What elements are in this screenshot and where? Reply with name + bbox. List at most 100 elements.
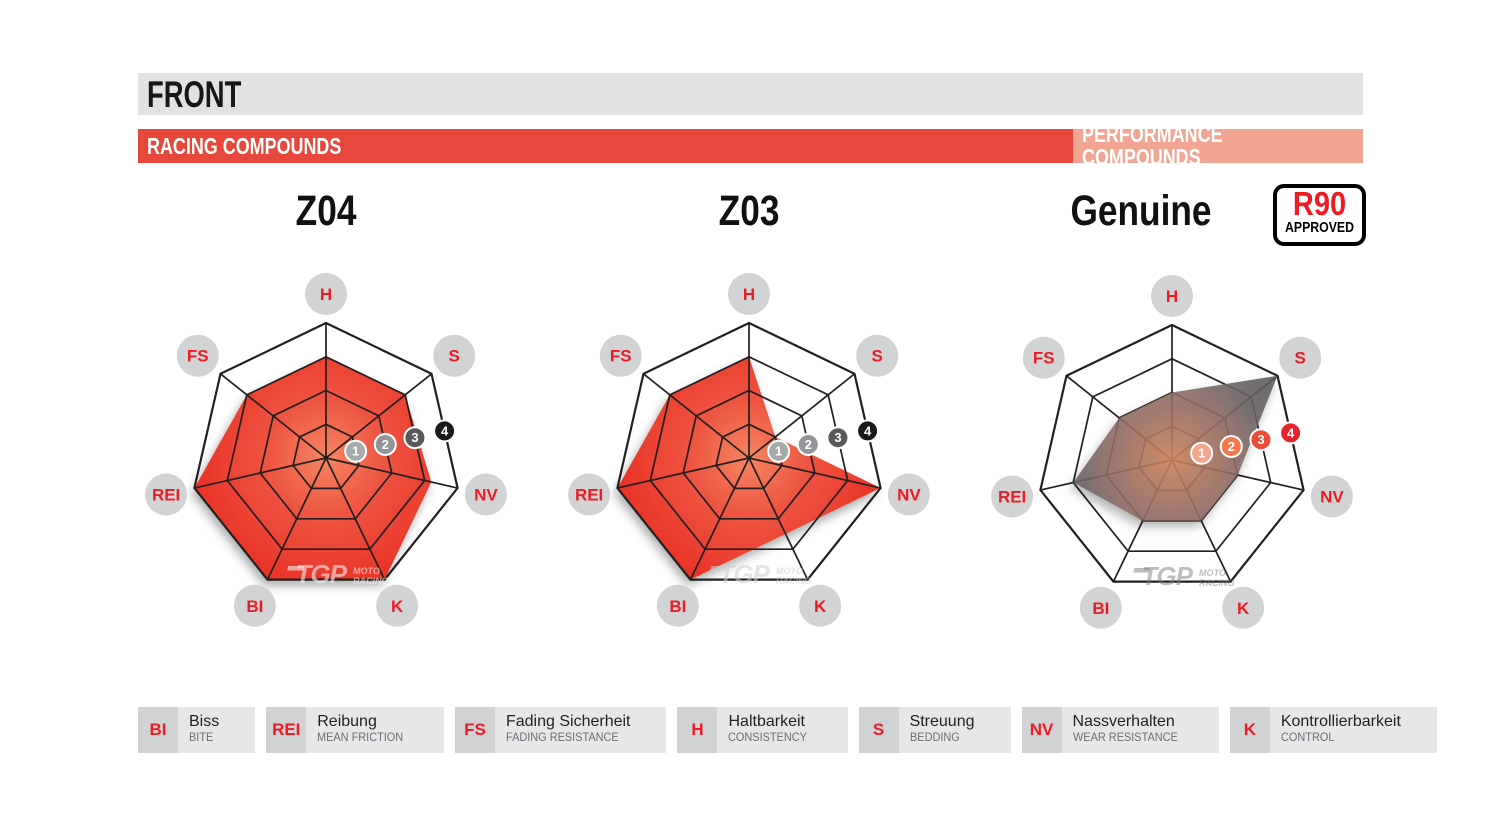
compound-group-bar: RACING COMPOUNDS PERFORMANCE COMPOUNDS — [138, 123, 1363, 169]
compound-title-genuine: Genuine — [1070, 187, 1212, 235]
grid-ring-4 — [1039, 323, 1305, 583]
axis-label-K-circle — [376, 584, 419, 627]
axis-label-S-circle — [1279, 336, 1322, 379]
legend-term-german: Fading Sicherheit — [505, 713, 631, 730]
axis-label-REI: REI — [575, 485, 603, 504]
axis-spoke-K — [748, 457, 809, 580]
axis-label-FS-circle — [1022, 336, 1065, 379]
legend-term-english: FADING RESISTANCE — [505, 732, 619, 744]
legend-abbr: REI — [266, 707, 307, 753]
axis-label-NV-circle — [464, 473, 507, 516]
legend-desc: Fading Sicherheit FADING RESISTANCE — [494, 707, 667, 753]
axis-label-H-circle — [728, 273, 770, 315]
scale-badge-label-1: 1 — [775, 444, 782, 459]
legend-abbr: H — [677, 707, 718, 753]
legend-abbr: BI — [138, 707, 178, 753]
racing-compounds-label: RACING COMPOUNDS — [147, 132, 342, 159]
legend-abbr: FS — [454, 707, 495, 753]
legend-term-german: Streuung — [909, 713, 975, 730]
axis-spoke-S — [748, 373, 856, 459]
axis-legend: BI Biss BITE REI Reibung MEAN FRICTION F… — [138, 707, 1437, 753]
tgp-logo-text: TGP — [719, 559, 771, 589]
legend-term-german: Reibung — [317, 713, 377, 730]
axis-label-K-circle — [1222, 586, 1265, 629]
legend-abbr: NV — [1021, 707, 1062, 753]
axis-label-H: H — [320, 285, 332, 304]
legend-term-english: WEAR RESISTANCE — [1072, 732, 1178, 744]
performance-compounds-section: PERFORMANCE COMPOUNDS — [1073, 123, 1363, 169]
scale-badge-1 — [344, 439, 368, 463]
axis-label-REI: REI — [998, 487, 1026, 506]
legend-term-english: CONTROL — [1280, 732, 1335, 744]
tgp-logo-text: TGP — [1142, 561, 1194, 591]
tgp-logo-dash — [1133, 568, 1151, 573]
radar-fill-z03 — [617, 356, 881, 580]
axis-label-BI-circle — [656, 584, 699, 627]
scale-badge-label-3: 3 — [1257, 432, 1264, 447]
scale-badge-3 — [403, 426, 427, 450]
scale-badge-4 — [1279, 421, 1303, 445]
legend-item-fs: FS Fading Sicherheit FADING RESISTANCE — [454, 707, 667, 753]
axis-label-K: K — [391, 597, 404, 616]
legend-desc: Haltbarkeit CONSISTENCY — [717, 707, 848, 753]
axis-label-NV: NV — [897, 485, 921, 504]
legend-item-nv: NV Nassverhalten WEAR RESISTANCE — [1021, 707, 1219, 753]
watermark-racing: RACING — [1199, 578, 1235, 588]
axis-label-S: S — [1295, 349, 1306, 368]
legend-item-rei: REI Reibung MEAN FRICTION — [266, 707, 444, 753]
scale-badge-label-2: 2 — [1228, 439, 1235, 454]
scale-badge-2 — [373, 432, 397, 456]
axis-label-REI-circle — [991, 475, 1034, 518]
legend-term-english: CONSISTENCY — [728, 732, 808, 744]
legend-desc: Nassverhalten WEAR RESISTANCE — [1061, 707, 1219, 753]
grid-ring-4 — [616, 321, 882, 581]
axis-label-REI-circle — [145, 473, 188, 516]
legend-desc: Streuung BEDDING — [898, 707, 1011, 753]
front-label: FRONT — [147, 73, 242, 115]
legend-term-english: BITE — [189, 732, 214, 744]
axis-label-BI-circle — [233, 584, 276, 627]
tgp-logo-dash — [710, 566, 728, 571]
grid-ring-3 — [226, 355, 426, 551]
axis-spoke-REI — [617, 457, 750, 489]
scale-badge-4 — [856, 419, 880, 443]
axis-label-H: H — [1166, 287, 1178, 306]
scale-badge-label-1: 1 — [352, 444, 359, 459]
axis-label-BI: BI — [1092, 599, 1109, 618]
scale-badge-3 — [1249, 428, 1273, 452]
scale-badge-label-4: 4 — [864, 423, 872, 438]
axis-label-H: H — [743, 285, 755, 304]
axis-spoke-FS — [219, 373, 327, 459]
axis-spoke-K — [325, 457, 386, 580]
legend-term-german: Nassverhalten — [1072, 713, 1175, 730]
watermark-moto: MOTO — [353, 566, 380, 576]
legend-desc: Reibung MEAN FRICTION — [306, 707, 444, 753]
scale-badge-3 — [826, 426, 850, 450]
legend-term-english: BEDDING — [909, 732, 960, 744]
watermark-racing: RACING — [353, 576, 389, 586]
scale-badge-2 — [796, 432, 820, 456]
grid-ring-2 — [259, 389, 393, 520]
legend-term-german: Biss — [189, 713, 220, 730]
scale-badge-label-2: 2 — [805, 437, 812, 452]
legend-item-s: S Streuung BEDDING — [858, 707, 1011, 753]
legend-desc: Kontrollierbarkeit CONTROL — [1269, 707, 1437, 753]
axis-label-FS: FS — [187, 347, 209, 366]
legend-item-bi: BI Biss BITE — [138, 707, 256, 753]
scale-badge-2 — [1219, 434, 1243, 458]
axis-label-K-circle — [799, 584, 842, 627]
front-header-bar: FRONT — [138, 73, 1363, 115]
scale-badge-1 — [767, 439, 791, 463]
scale-badge-label-3: 3 — [834, 430, 841, 445]
watermark-moto: MOTO — [1199, 568, 1226, 578]
grid-ring-3 — [649, 355, 849, 551]
axis-label-S-circle — [433, 334, 476, 377]
legend-desc: Biss BITE — [178, 707, 256, 753]
axis-label-BI: BI — [669, 597, 686, 616]
scale-badge-label-1: 1 — [1198, 446, 1205, 461]
axis-label-FS-circle — [176, 334, 219, 377]
axis-label-S: S — [449, 347, 460, 366]
